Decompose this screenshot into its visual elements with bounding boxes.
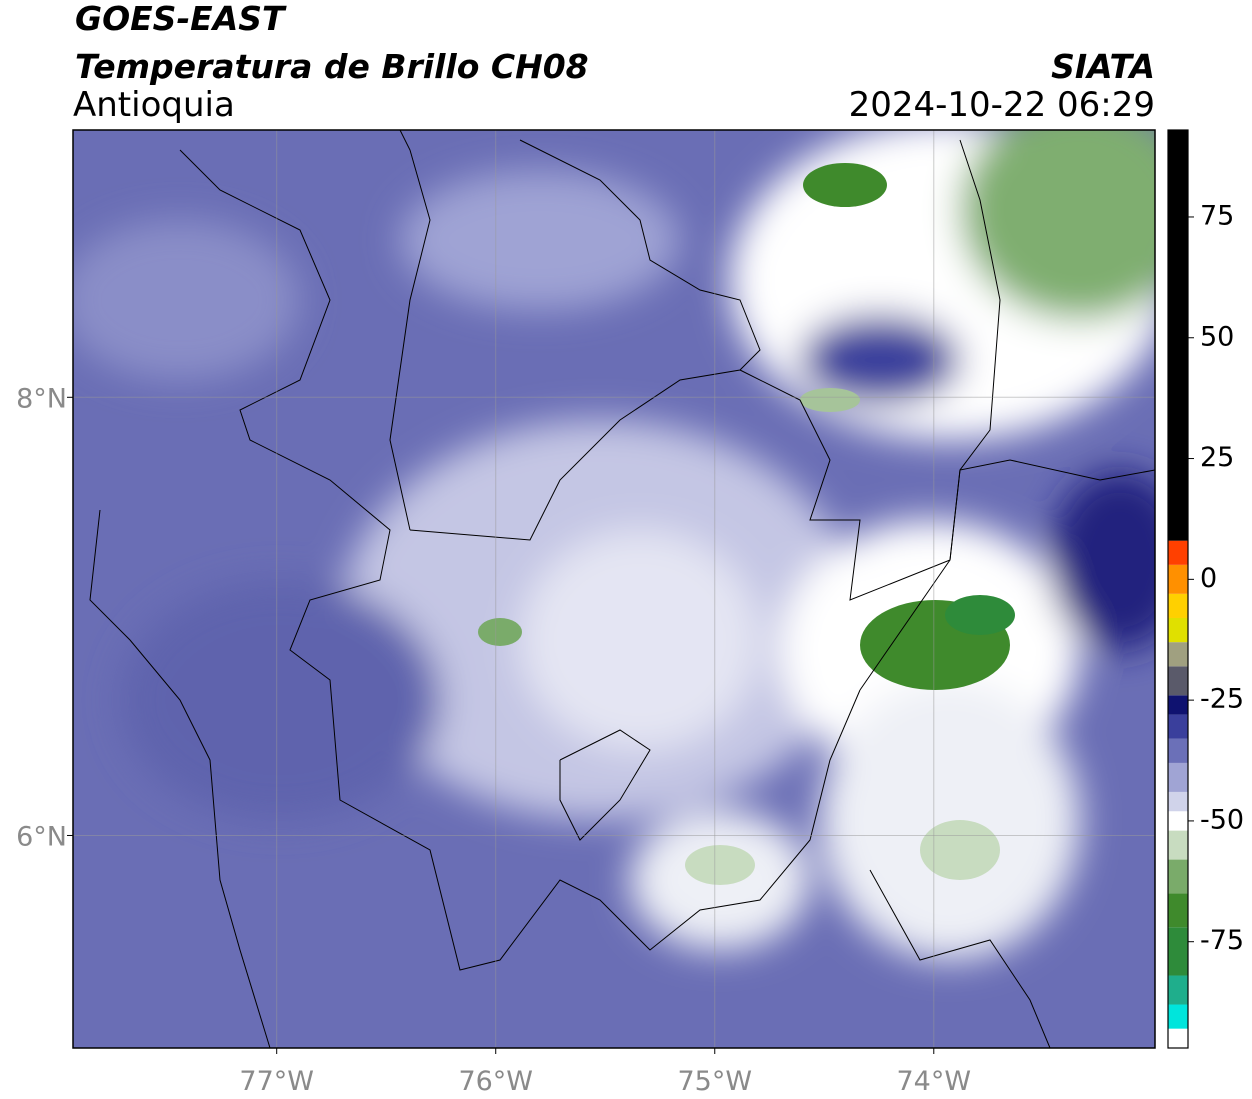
title: GOES-EAST [75, 0, 287, 38]
color-band [1168, 975, 1188, 1005]
border [739, 139, 1001, 601]
color-band [1168, 642, 1188, 667]
color-band [1168, 830, 1188, 860]
color-band [1168, 593, 1188, 618]
color-band [1168, 714, 1188, 739]
color-band [1168, 666, 1188, 696]
map-frame [72, 129, 1156, 1049]
grid [73, 130, 1155, 1048]
color-band [1168, 927, 1188, 976]
timestamp: 2024-10-22 06:29 [849, 85, 1155, 125]
color-band [1168, 811, 1188, 831]
color-band [1168, 617, 1188, 643]
color-band [1168, 130, 1188, 541]
colorbar-tick-label: 50 [1200, 321, 1234, 352]
colorbar [1168, 130, 1188, 1048]
border [869, 869, 1051, 1048]
colorbar-tick-label: -25 [1200, 684, 1244, 715]
border [389, 130, 431, 531]
color-band [1168, 564, 1188, 594]
color-band [1168, 762, 1188, 792]
colorbar-tick-label: 25 [1200, 442, 1234, 473]
colorbar-tick-label: -75 [1200, 925, 1244, 956]
color-band [1168, 1004, 1188, 1029]
color-band [1168, 893, 1188, 928]
x-tick-label: 77°W [239, 1066, 314, 1097]
colorbar-tick-label: 0 [1200, 563, 1217, 594]
x-tick-label: 76°W [458, 1066, 533, 1097]
colorbar-frame [1167, 129, 1189, 1049]
color-band [1168, 859, 1188, 894]
satellite-field [73, 130, 1155, 1048]
colorbar-tick-label: -50 [1200, 804, 1244, 835]
x-tick-label: 75°W [677, 1066, 752, 1097]
border [409, 139, 761, 541]
border [89, 509, 271, 1048]
colorbar-tick-label: 75 [1200, 200, 1234, 231]
source: SIATA [1051, 47, 1155, 86]
region: Antioquia [73, 85, 235, 125]
border [859, 459, 1155, 691]
color-band [1168, 738, 1188, 763]
color-band [1168, 695, 1188, 715]
y-tick-label: 6°N [16, 821, 67, 852]
color-band [1168, 540, 1188, 565]
border [179, 149, 861, 971]
border [559, 729, 651, 841]
y-tick-label: 8°N [16, 383, 67, 414]
color-band [1168, 1028, 1188, 1048]
subtitle: Temperatura de Brillo CH08 [75, 47, 589, 86]
color-band [1168, 791, 1188, 812]
x-tick-label: 74°W [897, 1066, 972, 1097]
